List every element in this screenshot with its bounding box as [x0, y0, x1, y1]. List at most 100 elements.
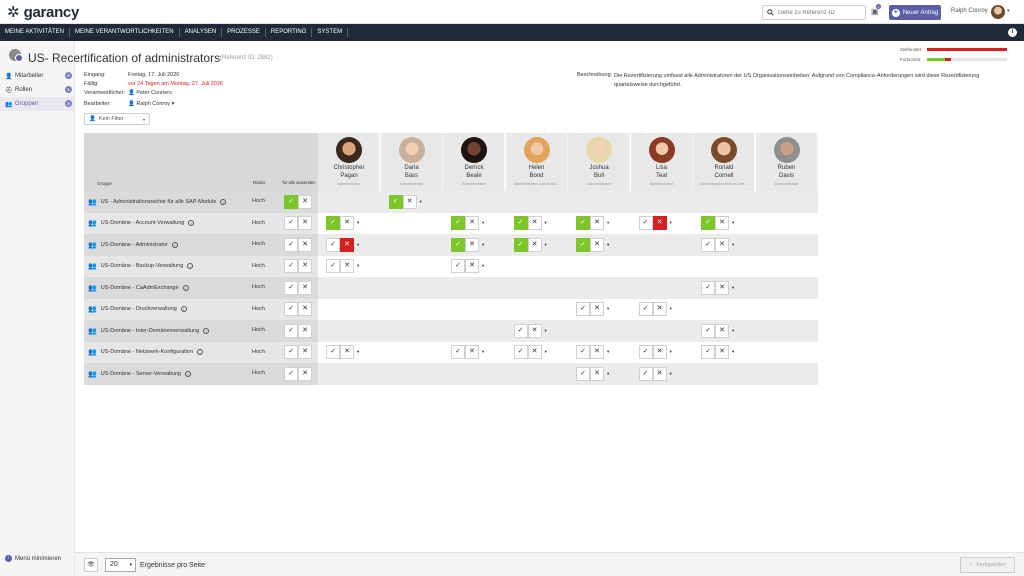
- chevron-down-icon[interactable]: ▾: [482, 241, 485, 247]
- reject-button[interactable]: ✕: [465, 259, 479, 273]
- approve-button[interactable]: ✓: [451, 216, 465, 230]
- approve-button[interactable]: ✓: [638, 302, 653, 316]
- chevron-down-icon[interactable]: ▾: [482, 349, 485, 354]
- approve-all-button[interactable]: ✓: [284, 302, 298, 316]
- chevron-down-icon[interactable]: ▾: [607, 349, 610, 354]
- approve-button[interactable]: ✓: [451, 259, 465, 273]
- minimize-menu-button[interactable]: ‹ Menü minimieren: [5, 555, 61, 562]
- reject-button[interactable]: ✕: [715, 216, 729, 230]
- reject-button[interactable]: ✕: [715, 237, 729, 252]
- chevron-down-icon[interactable]: ▾: [732, 327, 735, 333]
- approve-all-button[interactable]: ✓: [284, 323, 298, 338]
- reject-button[interactable]: ✕: [652, 345, 667, 359]
- reject-button[interactable]: ✕: [527, 323, 542, 338]
- reject-button[interactable]: ✕: [715, 345, 729, 359]
- approve-all-button[interactable]: ✓: [284, 345, 298, 359]
- approve-button[interactable]: ✓: [701, 323, 715, 338]
- approve-button[interactable]: ✓: [513, 323, 528, 338]
- logo[interactable]: ✲ garancy: [7, 4, 79, 21]
- info-icon[interactable]: i: [182, 284, 189, 291]
- chevron-down-icon[interactable]: ▾: [669, 306, 672, 311]
- chevron-down-icon[interactable]: ▾: [544, 220, 547, 225]
- reject-button[interactable]: ✕: [590, 345, 604, 359]
- reject-button[interactable]: ✕: [527, 345, 542, 359]
- reject-button[interactable]: ✕: [715, 323, 729, 338]
- reject-button[interactable]: ✕: [340, 345, 354, 359]
- eye-icon[interactable]: 👁: [84, 558, 98, 572]
- search-input[interactable]: [778, 9, 858, 16]
- approve-all-button[interactable]: ✓: [284, 237, 298, 252]
- chevron-down-icon[interactable]: ▾: [1007, 8, 1010, 14]
- approve-all-button[interactable]: ✓: [284, 259, 298, 273]
- chevron-down-icon[interactable]: ▾: [544, 241, 547, 247]
- reject-button[interactable]: ✕: [465, 216, 479, 230]
- reject-button[interactable]: ✕: [652, 302, 667, 316]
- info-icon[interactable]: i: [1008, 28, 1017, 37]
- reject-button[interactable]: ✕: [465, 237, 479, 252]
- approve-button[interactable]: ✓: [576, 366, 590, 381]
- per-page-select[interactable]: 20 ▾: [105, 558, 136, 572]
- nav-system[interactable]: SYSTEM: [312, 28, 349, 37]
- nav-reporting[interactable]: REPORTING: [266, 28, 313, 37]
- reject-button[interactable]: ✕: [527, 216, 542, 230]
- approve-button[interactable]: ✓: [576, 345, 590, 359]
- filter-dropdown[interactable]: 👤 Kein Filter ▾: [84, 113, 150, 125]
- info-icon[interactable]: i: [188, 220, 195, 227]
- info-icon[interactable]: i: [185, 370, 192, 377]
- approve-button[interactable]: ✓: [326, 345, 340, 359]
- sidebar-item-groups[interactable]: 👥 Gruppen 9: [0, 97, 75, 111]
- reject-all-button[interactable]: ✕: [298, 280, 312, 295]
- nav-analyses[interactable]: ANALYSEN: [180, 28, 223, 37]
- sidebar-item-roles[interactable]: ⛑ Rollen 1: [0, 83, 75, 97]
- chevron-down-icon[interactable]: ▾: [732, 284, 735, 290]
- approve-button[interactable]: ✓: [576, 216, 590, 230]
- approve-button[interactable]: ✓: [638, 345, 653, 359]
- sidebar-item-employees[interactable]: 👤 Mitarbeiter 8: [0, 69, 75, 83]
- approve-all-button[interactable]: ✓: [284, 280, 298, 295]
- approve-button[interactable]: ✓: [513, 237, 528, 252]
- reject-all-button[interactable]: ✕: [298, 366, 312, 381]
- nav-my-activities[interactable]: MEINE AKTIVITÄTEN: [0, 28, 71, 37]
- reject-button[interactable]: ✕: [652, 216, 667, 230]
- approve-button[interactable]: ✓: [513, 216, 528, 230]
- new-request-button[interactable]: + Neuer Antrag: [889, 5, 941, 20]
- approve-all-button[interactable]: ✓: [284, 216, 298, 230]
- reject-all-button[interactable]: ✕: [298, 302, 312, 316]
- user-avatar[interactable]: [991, 5, 1005, 19]
- chevron-down-icon[interactable]: ▾: [544, 327, 547, 333]
- approve-all-button[interactable]: ✓: [284, 194, 298, 209]
- chevron-down-icon[interactable]: ▾: [607, 370, 610, 376]
- approve-button[interactable]: ✓: [326, 216, 340, 230]
- reject-button[interactable]: ✕: [340, 216, 354, 230]
- user-name[interactable]: Ralph Conroy: [951, 8, 988, 14]
- reject-button[interactable]: ✕: [590, 302, 604, 316]
- info-icon[interactable]: i: [197, 349, 204, 356]
- reject-button[interactable]: ✕: [527, 237, 542, 252]
- approve-button[interactable]: ✓: [388, 194, 403, 209]
- approve-button[interactable]: ✓: [576, 237, 590, 252]
- reject-all-button[interactable]: ✕: [298, 323, 312, 338]
- chevron-down-icon[interactable]: ▾: [607, 306, 610, 311]
- chevron-down-icon[interactable]: ▾: [732, 349, 735, 354]
- reject-button[interactable]: ✕: [590, 366, 604, 381]
- search-box[interactable]: [762, 5, 866, 20]
- approve-button[interactable]: ✓: [638, 366, 653, 381]
- chevron-down-icon[interactable]: ▾: [482, 263, 485, 268]
- chevron-down-icon[interactable]: ▾: [544, 349, 547, 354]
- chevron-down-icon[interactable]: ▾: [732, 220, 735, 225]
- chevron-down-icon[interactable]: ▾: [357, 349, 360, 354]
- reject-button[interactable]: ✕: [402, 194, 417, 209]
- approve-button[interactable]: ✓: [701, 237, 715, 252]
- reject-all-button[interactable]: ✕: [298, 345, 312, 359]
- approve-button[interactable]: ✓: [326, 259, 340, 273]
- chevron-down-icon[interactable]: ▾: [482, 220, 485, 225]
- approve-button[interactable]: ✓: [451, 237, 465, 252]
- reject-button[interactable]: ✕: [590, 237, 604, 252]
- info-icon[interactable]: i: [187, 263, 194, 270]
- approve-button[interactable]: ✓: [701, 280, 715, 295]
- chevron-down-icon[interactable]: ▾: [732, 241, 735, 247]
- chevron-down-icon[interactable]: ▾: [357, 220, 360, 225]
- tasks-icon[interactable]: ▣: [871, 7, 879, 16]
- approve-button[interactable]: ✓: [701, 216, 715, 230]
- chevron-down-icon[interactable]: ▾: [357, 241, 360, 247]
